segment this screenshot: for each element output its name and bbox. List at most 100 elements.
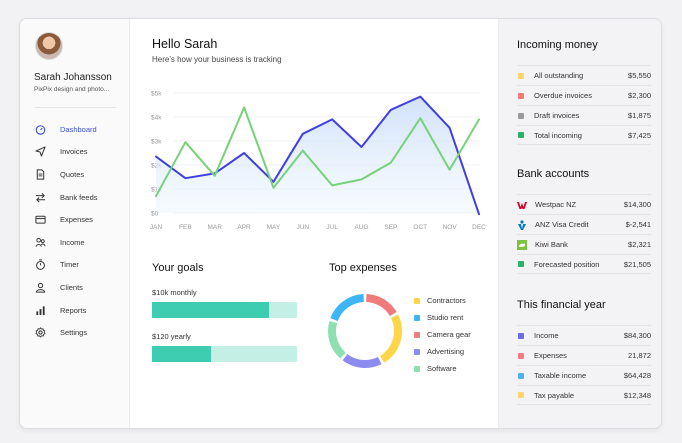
row-label: All outstanding [534, 71, 584, 80]
legend-swatch [414, 314, 420, 321]
main-content: Hello Sarah Here's how your business is … [130, 19, 498, 428]
row-label: Income [534, 331, 559, 340]
list-item[interactable]: Westpac NZ $14,300 [517, 194, 651, 214]
goal-label: $10k monthly [152, 288, 197, 297]
avatar[interactable] [35, 32, 63, 60]
legend-item: Contractors [414, 292, 471, 309]
row-label: Westpac NZ [535, 200, 577, 209]
legend-label: Camera gear [427, 330, 471, 339]
sidebar-item-label: Quotes [60, 169, 85, 179]
list-item[interactable]: Kiwi Bank $2,321 [517, 234, 651, 254]
top-expenses-section: Top expenses Contractors Studio rent Cam… [328, 262, 499, 373]
legend-swatch [414, 331, 420, 338]
incoming-money-list: All outstanding $5,550 Overdue invoices $2… [517, 65, 651, 145]
sidebar-item-label: Bank feeds [60, 192, 98, 202]
status-swatch [518, 72, 524, 79]
list-item[interactable]: Draft invoices $1,875 [517, 105, 651, 125]
list-item[interactable]: Total incoming $7,425 [517, 125, 651, 145]
bar-chart-icon [34, 304, 46, 316]
kiwibank-logo-icon [517, 239, 527, 250]
x-tick-label: APR [237, 224, 251, 231]
list-item[interactable]: All outstanding $5,550 [517, 65, 651, 85]
bank-accounts-list: Westpac NZ $14,300 ANZ Visa Credit $-2,541… [517, 194, 651, 274]
sidebar-item-expenses[interactable]: Expenses [34, 208, 129, 231]
sidebar-item-invoices[interactable]: Invoices [34, 141, 129, 164]
x-tick-label: MAR [208, 224, 223, 231]
x-tick-label: AUG [354, 224, 368, 231]
donut-slice [342, 353, 382, 368]
donut-slice [330, 294, 365, 322]
expenses-legend: Contractors Studio rent Camera gear Adve… [414, 292, 471, 377]
goals-section: Your goals $10k monthly $120 yearly [152, 262, 302, 362]
donut-slice [379, 314, 402, 363]
x-tick-label: JUN [296, 224, 309, 231]
app-window: Sarah Johansson PixPix design and photo.… [19, 18, 662, 429]
summary-panel: Incoming money All outstanding $5,550 Ove… [498, 19, 661, 428]
person-icon [34, 281, 46, 293]
bank-accounts-title: Bank accounts [517, 168, 590, 180]
list-item[interactable]: Overdue invoices $2,300 [517, 85, 651, 105]
user-subtitle: PixPix design and photo... [34, 86, 110, 93]
sidebar-divider [34, 107, 116, 108]
dashboard-icon [34, 123, 46, 135]
sidebar-item-label: Clients [60, 282, 83, 292]
x-tick-label: OCT [413, 224, 427, 231]
series-line-primary [155, 95, 480, 216]
row-label: Draft invoices [534, 111, 580, 120]
x-tick-label: FEB [179, 224, 192, 231]
row-label: Tax payable [534, 390, 575, 400]
expenses-donut-chart [328, 294, 402, 368]
list-item[interactable]: Forecasted position $21,505 [517, 254, 651, 274]
x-tick-label: JUL [326, 224, 338, 231]
document-icon [34, 168, 46, 180]
legend-label: Software [427, 364, 457, 373]
list-item[interactable]: Taxable income $64,428 [517, 365, 651, 385]
status-swatch [518, 112, 524, 119]
sidebar-item-label: Income [60, 237, 85, 247]
x-tick-label: DEC [472, 224, 486, 231]
y-tick-label: $3k [151, 139, 162, 146]
goal-progress-fill [152, 346, 212, 362]
sidebar-item-settings[interactable]: Settings [34, 321, 129, 344]
sidebar-item-dashboard[interactable]: Dashboard [34, 118, 129, 141]
donut-slice [328, 320, 346, 359]
sidebar-item-quotes[interactable]: Quotes [34, 163, 129, 186]
sidebar-item-label: Expenses [60, 215, 93, 225]
row-label: ANZ Visa Credit [535, 220, 589, 229]
legend-label: Advertising [427, 347, 465, 356]
sidebar-item-label: Settings [60, 328, 88, 338]
list-item[interactable]: Tax payable $12,348 [517, 385, 651, 405]
timer-icon [34, 259, 46, 271]
legend-swatch [414, 297, 420, 304]
sidebar-item-timer[interactable]: Timer [34, 254, 129, 277]
anz-logo-icon [517, 219, 527, 230]
x-tick-label: MAY [267, 224, 281, 231]
card-icon [34, 214, 46, 226]
sidebar-item-income[interactable]: Income [34, 231, 129, 254]
status-swatch [518, 261, 524, 267]
sidebar-item-reports[interactable]: Reports [34, 299, 129, 322]
sidebar-item-clients[interactable]: Clients [34, 276, 129, 299]
legend-label: Contractors [427, 296, 466, 305]
row-label: Expenses [534, 351, 567, 360]
financial-year-title: This financial year [517, 299, 606, 311]
list-item[interactable]: Expenses 21,872 [517, 345, 651, 365]
list-item[interactable]: ANZ Visa Credit $-2,541 [517, 214, 651, 234]
status-swatch [518, 352, 524, 359]
list-item[interactable]: Income $84,300 [517, 325, 651, 345]
y-tick-label: $0 [151, 211, 159, 218]
row-value: $84,300 [623, 331, 651, 340]
row-value: $-2,541 [625, 220, 651, 229]
status-swatch [518, 392, 524, 398]
sidebar: Sarah Johansson PixPix design and photo.… [20, 19, 130, 428]
row-value: $2,300 [628, 91, 651, 100]
page-subtitle: Here's how your business is tracking [152, 55, 282, 64]
goal-label: $120 yearly [152, 332, 191, 341]
row-value: $2,321 [628, 240, 651, 249]
gear-icon [34, 327, 46, 339]
goals-title: Your goals [152, 262, 204, 274]
status-swatch [518, 332, 524, 339]
transfer-icon [34, 191, 46, 203]
goal-progress-fill [152, 302, 270, 318]
sidebar-item-bank-feeds[interactable]: Bank feeds [34, 186, 129, 209]
